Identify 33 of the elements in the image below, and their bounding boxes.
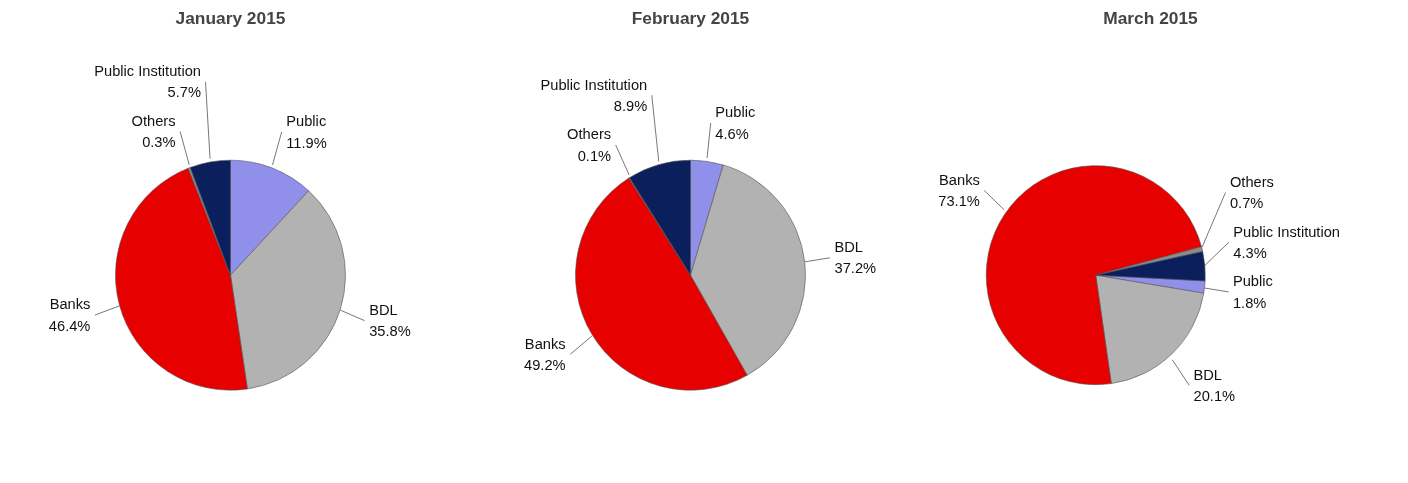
data-label: 0.7%: [1229, 195, 1264, 212]
slice-label: Public Institution: [1233, 223, 1341, 240]
data-label: 0.3%: [142, 134, 176, 151]
slice-label: Others: [567, 126, 612, 143]
slice-label: BDL: [1193, 366, 1223, 383]
slice-label: Public Institution: [540, 76, 648, 93]
data-label: 5.7%: [167, 84, 201, 101]
data-label: 4.6%: [715, 125, 749, 142]
slice-label: Others: [131, 112, 176, 129]
slice-label: Public Institution: [94, 63, 201, 80]
slice-label: BDL: [369, 301, 398, 318]
chart-title: March 2015: [1103, 7, 1199, 28]
slice-label: Banks: [524, 335, 566, 352]
data-label: 8.9%: [613, 97, 648, 114]
data-label: 0.1%: [577, 147, 612, 164]
slice-label: Banks: [49, 296, 91, 313]
data-label: 46.4%: [48, 317, 91, 334]
slice-label: Banks: [939, 171, 980, 188]
data-label: 35.8%: [369, 323, 411, 340]
slice-label: Public: [715, 104, 756, 121]
slice-label: Others: [1229, 173, 1274, 190]
data-label: 73.1%: [938, 193, 980, 210]
data-label: 4.3%: [1233, 244, 1267, 261]
chart-title: January 2015: [175, 7, 286, 28]
data-label: 37.2%: [834, 260, 877, 277]
data-label: 1.8%: [1232, 294, 1267, 311]
slice-label: Public: [1232, 273, 1273, 290]
slice-label: Public: [286, 113, 327, 130]
data-label: 11.9%: [286, 134, 327, 151]
data-label: 20.1%: [1193, 387, 1236, 404]
data-label: 49.2%: [524, 357, 566, 373]
slice-label: BDL: [834, 239, 864, 256]
chart-title: February 2015: [631, 7, 750, 28]
